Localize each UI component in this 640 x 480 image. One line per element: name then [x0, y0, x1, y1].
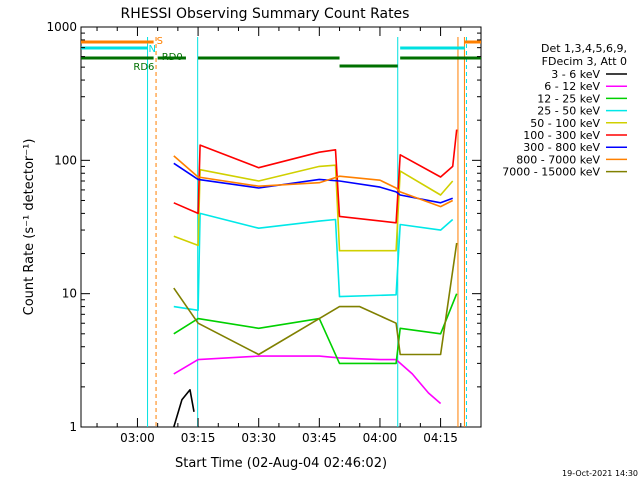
state-bars: SN RD6 RD0 — [81, 36, 481, 73]
legend-label: 25 - 50 keV — [537, 105, 600, 118]
series-layer — [173, 129, 458, 428]
legend-label: 800 - 7000 keV — [516, 153, 600, 166]
s-label: S — [157, 36, 163, 47]
footer-date: 19-Oct-2021 14:30 — [562, 469, 638, 478]
series-line-100-300-kev — [173, 129, 458, 224]
x-tick-label: 03:15 — [181, 431, 216, 445]
plot-area: SN RD6 RD0 1 10 100 1000 03:00 03:15 03:30 03:45… — [46, 20, 482, 445]
series-line-7000-15000-kev — [173, 242, 458, 356]
y-axis: 1 10 100 1000 — [46, 20, 481, 434]
y-tick-label: 1 — [69, 420, 77, 434]
plot-frame — [80, 26, 482, 428]
event-lines — [147, 37, 467, 427]
n-label: N — [149, 44, 156, 55]
x-tick-label: 03:00 — [120, 431, 155, 445]
series-line-6-12-kev — [173, 355, 442, 405]
legend-label: 50 - 100 keV — [530, 117, 600, 130]
rd6-label: RD6 — [133, 62, 154, 73]
legend-header-2: FDecim 3, Att 0 — [542, 55, 627, 68]
x-tick-label: 04:15 — [423, 431, 458, 445]
x-tick-label: 04:00 — [363, 431, 398, 445]
y-tick-label: 100 — [54, 153, 77, 167]
series-line-25-50-kev — [173, 212, 454, 312]
legend-label: 6 - 12 keV — [544, 80, 600, 93]
series-line-50-100-kev — [173, 164, 454, 252]
legend: Det 1,3,4,5,6,9, FDecim 3, Att 0 3 - 6 k… — [502, 42, 627, 179]
legend-header-1: Det 1,3,4,5,6,9, — [541, 42, 627, 55]
x-tick-label: 03:30 — [241, 431, 276, 445]
legend-label: 12 - 25 keV — [537, 92, 600, 105]
series-line-12-25-kev — [173, 293, 458, 365]
legend-label: 3 - 6 keV — [551, 68, 600, 81]
y-tick-label: 10 — [62, 287, 77, 301]
y-axis-label: Count Rate (s⁻¹ detector⁻¹) — [22, 139, 37, 316]
legend-label: 7000 - 15000 keV — [502, 166, 600, 179]
rd0-label: RD0 — [162, 52, 183, 63]
series-line-3-6-kev — [173, 388, 195, 428]
legend-label: 300 - 800 keV — [523, 141, 600, 154]
series-line-800-7000-kev — [173, 155, 454, 208]
legend-label: 100 - 300 keV — [523, 129, 600, 142]
y-tick-label: 1000 — [46, 20, 77, 34]
x-axis: 03:00 03:15 03:30 03:45 04:00 04:15 — [96, 27, 482, 445]
x-tick-label: 03:45 — [302, 431, 337, 445]
x-axis-label: Start Time (02-Aug-04 02:46:02) — [175, 456, 387, 471]
chart-title: RHESSI Observing Summary Count Rates — [121, 6, 410, 22]
